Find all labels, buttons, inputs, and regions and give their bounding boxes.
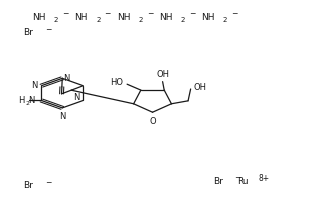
Text: 8+: 8+	[258, 174, 269, 183]
Text: H: H	[18, 96, 25, 105]
Text: −: −	[231, 10, 237, 19]
Text: −: −	[234, 174, 241, 183]
Text: −: −	[104, 10, 111, 19]
Text: Br: Br	[23, 28, 33, 37]
Text: 2: 2	[96, 17, 100, 23]
Text: Ru: Ru	[237, 177, 248, 186]
Text: OH: OH	[194, 83, 207, 92]
Text: N: N	[28, 96, 35, 105]
Text: NH: NH	[159, 13, 172, 22]
Text: HO: HO	[110, 78, 123, 87]
Text: 2: 2	[54, 17, 58, 23]
Text: N: N	[73, 93, 79, 102]
Text: N: N	[31, 81, 37, 90]
Text: Br: Br	[213, 177, 223, 186]
Text: OH: OH	[156, 70, 169, 79]
Text: −: −	[62, 10, 68, 19]
Text: −: −	[189, 10, 195, 19]
Text: −: −	[147, 10, 153, 19]
Text: 2: 2	[181, 17, 185, 23]
Text: O: O	[149, 117, 156, 126]
Text: −: −	[45, 25, 51, 34]
Text: NH: NH	[201, 13, 215, 22]
Text: Br: Br	[23, 181, 33, 190]
Text: NH: NH	[32, 13, 45, 22]
Text: 2: 2	[138, 17, 143, 23]
Text: NH: NH	[74, 13, 88, 22]
Text: −: −	[45, 178, 51, 187]
Text: N: N	[63, 74, 70, 83]
Text: 2: 2	[223, 17, 227, 23]
Text: NH: NH	[117, 13, 130, 22]
Text: N: N	[59, 112, 66, 121]
Text: 2: 2	[25, 101, 29, 106]
